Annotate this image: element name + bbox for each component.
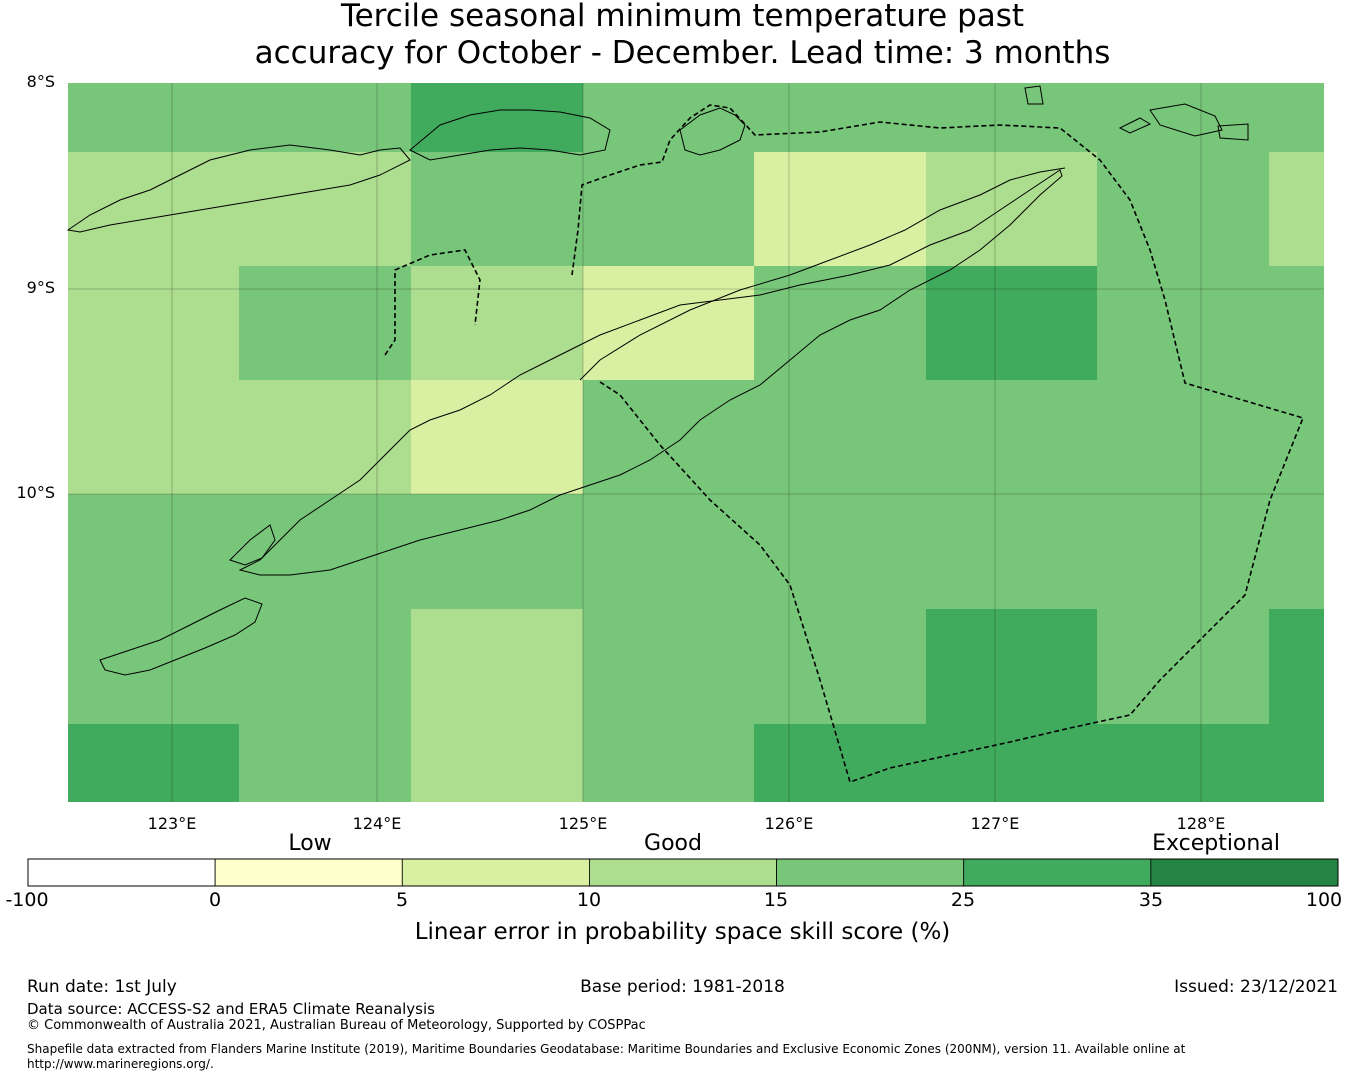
grid-cell bbox=[583, 266, 754, 380]
shapefile-url: http://www.marineregions.org/. bbox=[27, 1057, 214, 1071]
grid-cell bbox=[1269, 609, 1324, 724]
grid-cell bbox=[1269, 152, 1324, 266]
colorbar-segment bbox=[776, 858, 965, 887]
graticule bbox=[68, 83, 1324, 802]
base-period: Base period: 1981-2018 bbox=[580, 977, 785, 997]
grid-cell bbox=[754, 724, 1324, 802]
grid-cell bbox=[583, 380, 1269, 494]
grid-cell bbox=[68, 83, 411, 152]
grid-cell bbox=[754, 152, 926, 266]
sumba-coastline bbox=[99, 597, 263, 676]
grid-cell bbox=[1269, 380, 1324, 494]
alor-coastline bbox=[409, 109, 611, 161]
leti-island-coastline bbox=[1118, 117, 1152, 134]
grid-cell bbox=[68, 494, 1324, 609]
grid-cell bbox=[583, 609, 926, 724]
grid-cell bbox=[68, 724, 239, 802]
coastlines bbox=[66, 85, 1249, 676]
colorbar-segment bbox=[401, 858, 590, 887]
lat-label-9s: 9°S bbox=[26, 278, 55, 297]
lakor-island-coastline bbox=[1217, 123, 1249, 141]
lat-label-10s: 10°S bbox=[16, 483, 55, 502]
lon-label-126e: 126°E bbox=[764, 814, 814, 833]
lon-label-127e: 127°E bbox=[970, 814, 1020, 833]
colorbar-tick: 0 bbox=[208, 889, 222, 911]
shapefile-credit: Shapefile data extracted from Flanders M… bbox=[27, 1042, 1186, 1056]
colorbar-tick: -100 bbox=[5, 889, 49, 911]
eez-boundary-oecusse bbox=[384, 249, 481, 356]
colorbar-tick: 35 bbox=[1138, 889, 1164, 911]
grid-cell bbox=[1097, 266, 1269, 380]
grid-cell bbox=[411, 724, 583, 802]
colorbar-category-good: Good bbox=[644, 831, 702, 856]
colorbar-tick: 25 bbox=[950, 889, 976, 911]
data-source: Data source: ACCESS-S2 and ERA5 Climate … bbox=[27, 1000, 435, 1018]
lon-label-124e: 124°E bbox=[352, 814, 402, 833]
flores-coastline bbox=[66, 144, 411, 233]
grid-cell bbox=[239, 724, 411, 802]
grid-cell bbox=[1269, 266, 1324, 380]
grid-cell bbox=[411, 609, 583, 724]
grid-cell bbox=[583, 724, 754, 802]
colorbar-tick: 10 bbox=[576, 889, 602, 911]
grid-cell bbox=[1097, 152, 1269, 266]
grid-cell bbox=[239, 266, 411, 380]
lon-label-125e: 125°E bbox=[558, 814, 608, 833]
colorbar-segment bbox=[963, 858, 1152, 887]
grid-cell bbox=[926, 609, 1097, 724]
grid-cell bbox=[411, 83, 583, 152]
wetar-coastline bbox=[679, 107, 746, 156]
grid-cell bbox=[68, 380, 411, 494]
grid-cell bbox=[926, 152, 1097, 266]
grid-cell bbox=[926, 266, 1097, 380]
grid-cell bbox=[411, 152, 583, 266]
lon-label-128e: 128°E bbox=[1176, 814, 1226, 833]
timor-coastline bbox=[238, 169, 1063, 576]
copyright: © Commonwealth of Australia 2021, Austra… bbox=[27, 1018, 646, 1033]
colorbar-segment bbox=[27, 858, 216, 887]
grid-cell bbox=[1097, 609, 1269, 724]
eez-boundaries bbox=[384, 104, 1305, 784]
colorbar-segment bbox=[589, 858, 777, 887]
grid-cell bbox=[583, 83, 1324, 152]
kisar-island-coastline bbox=[1024, 85, 1044, 105]
moa-island-coastline bbox=[1149, 103, 1223, 137]
grid-cell bbox=[68, 152, 411, 266]
map-title-line1: Tercile seasonal minimum temperature pas… bbox=[340, 0, 1025, 34]
rote-coastline bbox=[229, 524, 276, 566]
colorbar-frame bbox=[27, 858, 1339, 887]
colorbar-category-exceptional: Exceptional bbox=[1152, 831, 1280, 856]
colorbar-tick: 15 bbox=[763, 889, 789, 911]
grid-cell bbox=[754, 266, 926, 380]
colorbar bbox=[27, 858, 1339, 887]
lat-label-8s: 8°S bbox=[26, 72, 55, 91]
colorbar-category-low: Low bbox=[288, 831, 332, 856]
colorbar-tick: 5 bbox=[395, 889, 409, 911]
timor-east-coastline bbox=[579, 167, 1066, 381]
skill-grid bbox=[68, 83, 1324, 802]
grid-cell bbox=[583, 152, 754, 266]
colorbar-label: Linear error in probability space skill … bbox=[414, 919, 951, 945]
colorbar-segment bbox=[214, 858, 403, 887]
map-title-line2: accuracy for October - December. Lead ti… bbox=[254, 35, 1111, 71]
lon-label-123e: 123°E bbox=[147, 814, 197, 833]
issued-date: Issued: 23/12/2021 bbox=[1174, 977, 1338, 997]
grid-cell bbox=[411, 380, 583, 494]
grid-cell bbox=[68, 609, 411, 724]
grid-cell bbox=[411, 266, 583, 380]
colorbar-segment bbox=[1150, 858, 1339, 887]
grid-cell bbox=[68, 266, 239, 380]
colorbar-tick: 100 bbox=[1305, 889, 1343, 911]
run-date: Run date: 1st July bbox=[27, 977, 177, 997]
